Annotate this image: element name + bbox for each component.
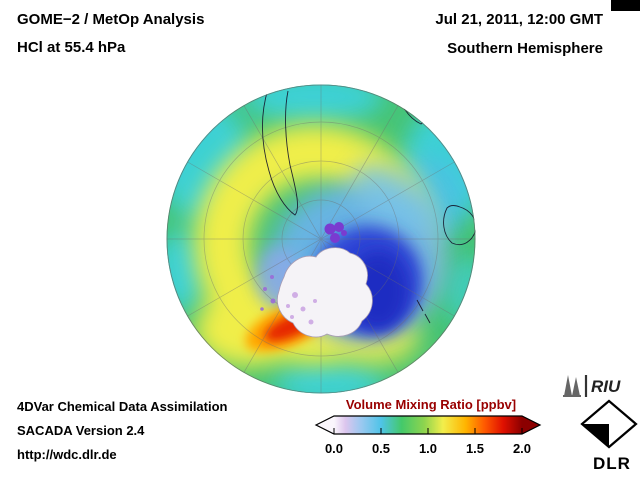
- antarctica-continent: [276, 247, 373, 338]
- colorbar-tick-marks: [333, 428, 523, 434]
- purple-spot-cluster: [324, 222, 347, 243]
- map-edge: [166, 84, 476, 394]
- colorbar-tick-label: 2.0: [512, 441, 532, 456]
- assimilation-label: 4DVar Chemical Data Assimilation: [17, 399, 228, 414]
- corner-black-box: [611, 0, 640, 11]
- outer-lavender-speckles: [260, 275, 276, 311]
- riu-label: RIU: [591, 377, 621, 396]
- colorbar: [314, 415, 542, 435]
- dlr-logo: DLR: [580, 399, 638, 473]
- dlr-wing-emblem-icon: [580, 399, 638, 449]
- datetime-label: Jul 21, 2011, 12:00 GMT: [435, 11, 603, 28]
- continent-lavender-speckles: [286, 292, 317, 325]
- colorbar-tick-label: 1.0: [418, 441, 438, 456]
- vortex-tongue: [352, 163, 440, 235]
- hemisphere-map: [166, 84, 476, 394]
- version-label: SACADA Version 2.4: [17, 423, 145, 438]
- riu-logo: RIU: [563, 375, 621, 397]
- analysis-title: GOME−2 / MetOp Analysis: [17, 11, 205, 28]
- dlr-label: DLR: [593, 454, 631, 473]
- data-url: http://wdc.dlr.de: [17, 447, 117, 462]
- colorbar-title: Volume Mixing Ratio [ppbv]: [345, 397, 517, 412]
- hemisphere-label: Southern Hemisphere: [447, 40, 603, 57]
- graticule: [166, 84, 476, 394]
- species-level-title: HCl at 55.4 hPa: [17, 39, 126, 56]
- colorbar-tick-label: 0.0: [324, 441, 344, 456]
- cathedral-icon: [563, 375, 581, 397]
- colorbar-tick-label: 0.5: [371, 441, 391, 456]
- colorbar-tick-label: 1.5: [465, 441, 485, 456]
